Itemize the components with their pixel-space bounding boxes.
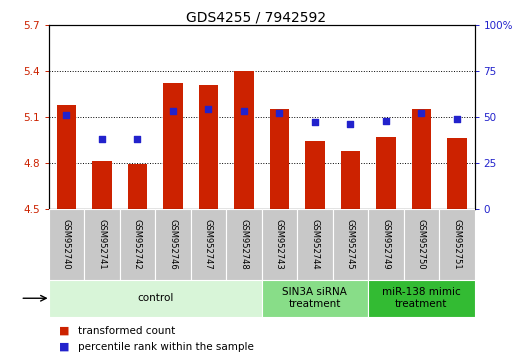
Bar — [92, 161, 112, 209]
Bar — [368, 280, 475, 317]
Bar — [163, 83, 183, 209]
Text: GSM952741: GSM952741 — [97, 219, 107, 270]
Bar — [447, 138, 466, 209]
Bar — [341, 150, 360, 209]
Text: GSM952751: GSM952751 — [452, 219, 461, 270]
Text: GSM952742: GSM952742 — [133, 219, 142, 270]
Bar — [297, 209, 332, 280]
Text: GSM952748: GSM952748 — [240, 219, 248, 270]
Point — [98, 136, 106, 142]
Point — [311, 120, 319, 125]
Point — [204, 107, 212, 112]
Bar — [439, 209, 475, 280]
Text: GSM952743: GSM952743 — [275, 219, 284, 270]
Text: miR-138 mimic
treatment: miR-138 mimic treatment — [382, 287, 461, 309]
Bar — [128, 164, 147, 209]
Point — [382, 118, 390, 123]
Point — [63, 112, 71, 118]
Bar — [120, 209, 155, 280]
Bar — [404, 209, 439, 280]
Point — [133, 136, 142, 142]
Bar — [262, 209, 297, 280]
Text: transformed count: transformed count — [78, 326, 176, 336]
Bar — [270, 109, 289, 209]
Bar — [234, 71, 253, 209]
Point — [240, 108, 248, 114]
Text: ■: ■ — [59, 342, 69, 352]
Bar — [199, 85, 218, 209]
Point — [452, 116, 461, 121]
Text: GSM952746: GSM952746 — [168, 219, 177, 270]
Text: GSM952749: GSM952749 — [381, 219, 390, 270]
Text: SIN3A siRNA
treatment: SIN3A siRNA treatment — [283, 287, 347, 309]
Text: GSM952750: GSM952750 — [417, 219, 426, 270]
Text: GSM952740: GSM952740 — [62, 219, 71, 270]
Bar — [84, 209, 120, 280]
Bar — [376, 137, 396, 209]
Bar — [57, 104, 76, 209]
Point — [169, 108, 177, 114]
Point — [346, 121, 354, 127]
Bar — [49, 280, 262, 317]
Bar — [191, 209, 226, 280]
Bar — [368, 209, 404, 280]
Bar — [332, 209, 368, 280]
Bar — [226, 209, 262, 280]
Bar — [155, 209, 191, 280]
Point — [417, 110, 425, 116]
Text: GSM952744: GSM952744 — [310, 219, 320, 270]
Bar — [411, 109, 431, 209]
Bar — [49, 209, 84, 280]
Bar — [262, 280, 368, 317]
Point — [275, 110, 284, 116]
Text: ■: ■ — [59, 326, 69, 336]
Bar — [305, 141, 325, 209]
Text: control: control — [137, 293, 173, 303]
Text: GSM952745: GSM952745 — [346, 219, 355, 270]
Text: GSM952747: GSM952747 — [204, 219, 213, 270]
Text: GDS4255 / 7942592: GDS4255 / 7942592 — [186, 11, 327, 25]
Text: percentile rank within the sample: percentile rank within the sample — [78, 342, 254, 352]
